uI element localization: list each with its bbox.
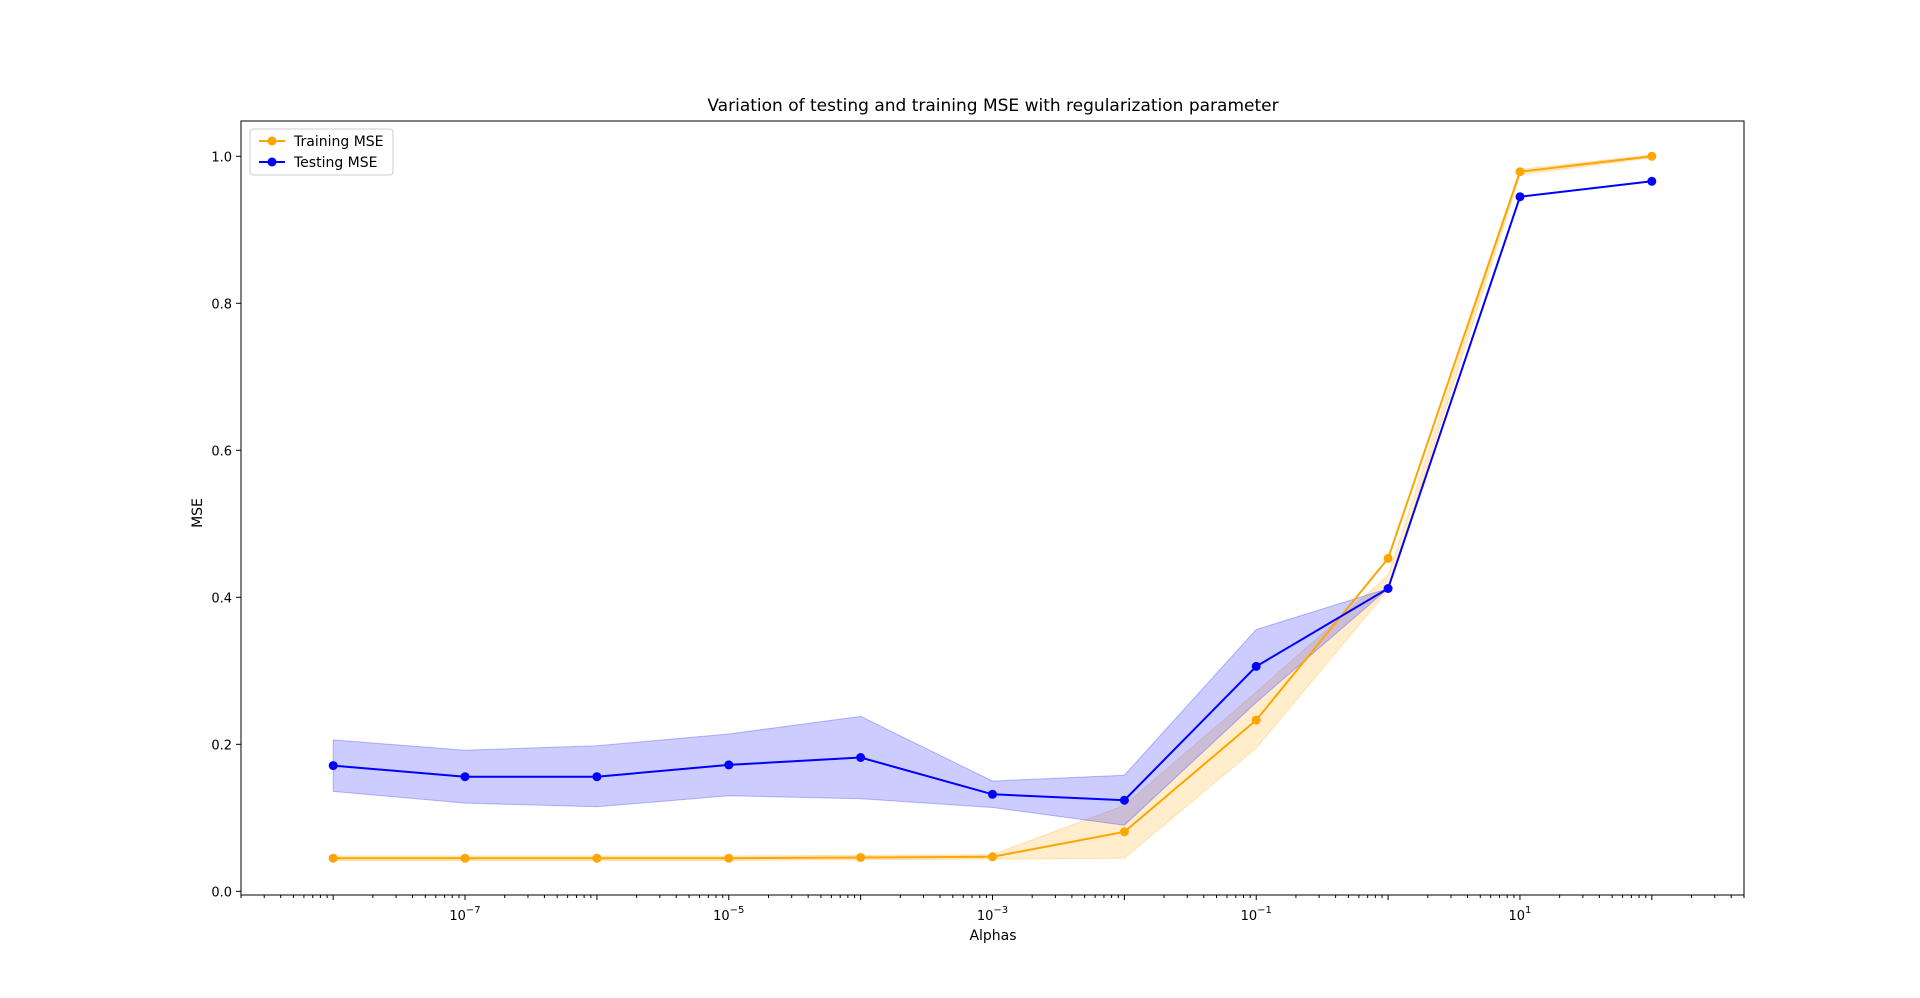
legend-label-testing: Testing MSE	[293, 155, 377, 171]
chart-title: Variation of testing and training MSE wi…	[707, 96, 1278, 116]
legend-label-training: Training MSE	[293, 134, 384, 150]
point-testing	[328, 761, 338, 771]
point-testing	[1251, 661, 1261, 671]
point-training	[1515, 167, 1525, 177]
point-testing	[1383, 584, 1393, 593]
point-training	[1383, 553, 1393, 563]
point-training	[724, 853, 734, 863]
axes: 0.0 0.2 0.4 0.6 0.8 1.0 10−7 10−5 10−3 10−1 101	[211, 120, 1745, 924]
y-tick-label: 1.0	[211, 150, 232, 165]
y-tick-label: 0.0	[211, 885, 232, 900]
legend: Training MSE Testing MSE	[249, 128, 394, 176]
point-training	[1251, 715, 1261, 725]
band-testing	[332, 180, 1652, 826]
y-tick-label: 0.2	[211, 738, 232, 753]
y-tick-label: 0.8	[211, 297, 232, 312]
point-training	[328, 853, 338, 863]
y-tick-label: 0.4	[211, 591, 232, 606]
legend-marker-testing	[267, 157, 277, 167]
point-training	[592, 853, 602, 863]
point-testing	[1515, 192, 1525, 202]
x-tick-label: 10−5	[713, 905, 744, 924]
point-testing	[988, 789, 997, 799]
x-tick-label: 10−7	[449, 905, 480, 924]
point-training	[988, 852, 997, 862]
x-axis-label: Alphas	[969, 928, 1016, 944]
point-testing	[460, 772, 470, 782]
y-axis-label: MSE	[190, 498, 206, 528]
legend-box	[249, 128, 394, 176]
plot-area	[328, 151, 1657, 863]
x-tick-label: 101	[1509, 905, 1532, 924]
point-testing	[724, 760, 734, 770]
x-tick-label: 10−1	[1241, 905, 1272, 924]
legend-marker-training	[267, 136, 277, 146]
point-testing	[856, 753, 866, 762]
point-training	[1647, 151, 1657, 161]
point-testing	[1647, 176, 1657, 186]
point-training	[460, 853, 470, 863]
x-tick-label: 10−3	[977, 905, 1008, 924]
point-training	[856, 853, 866, 862]
point-testing	[1119, 795, 1129, 805]
point-training	[1119, 827, 1129, 837]
point-testing	[592, 772, 602, 782]
y-tick-label: 0.6	[211, 444, 232, 459]
line-testing	[333, 180, 1652, 802]
